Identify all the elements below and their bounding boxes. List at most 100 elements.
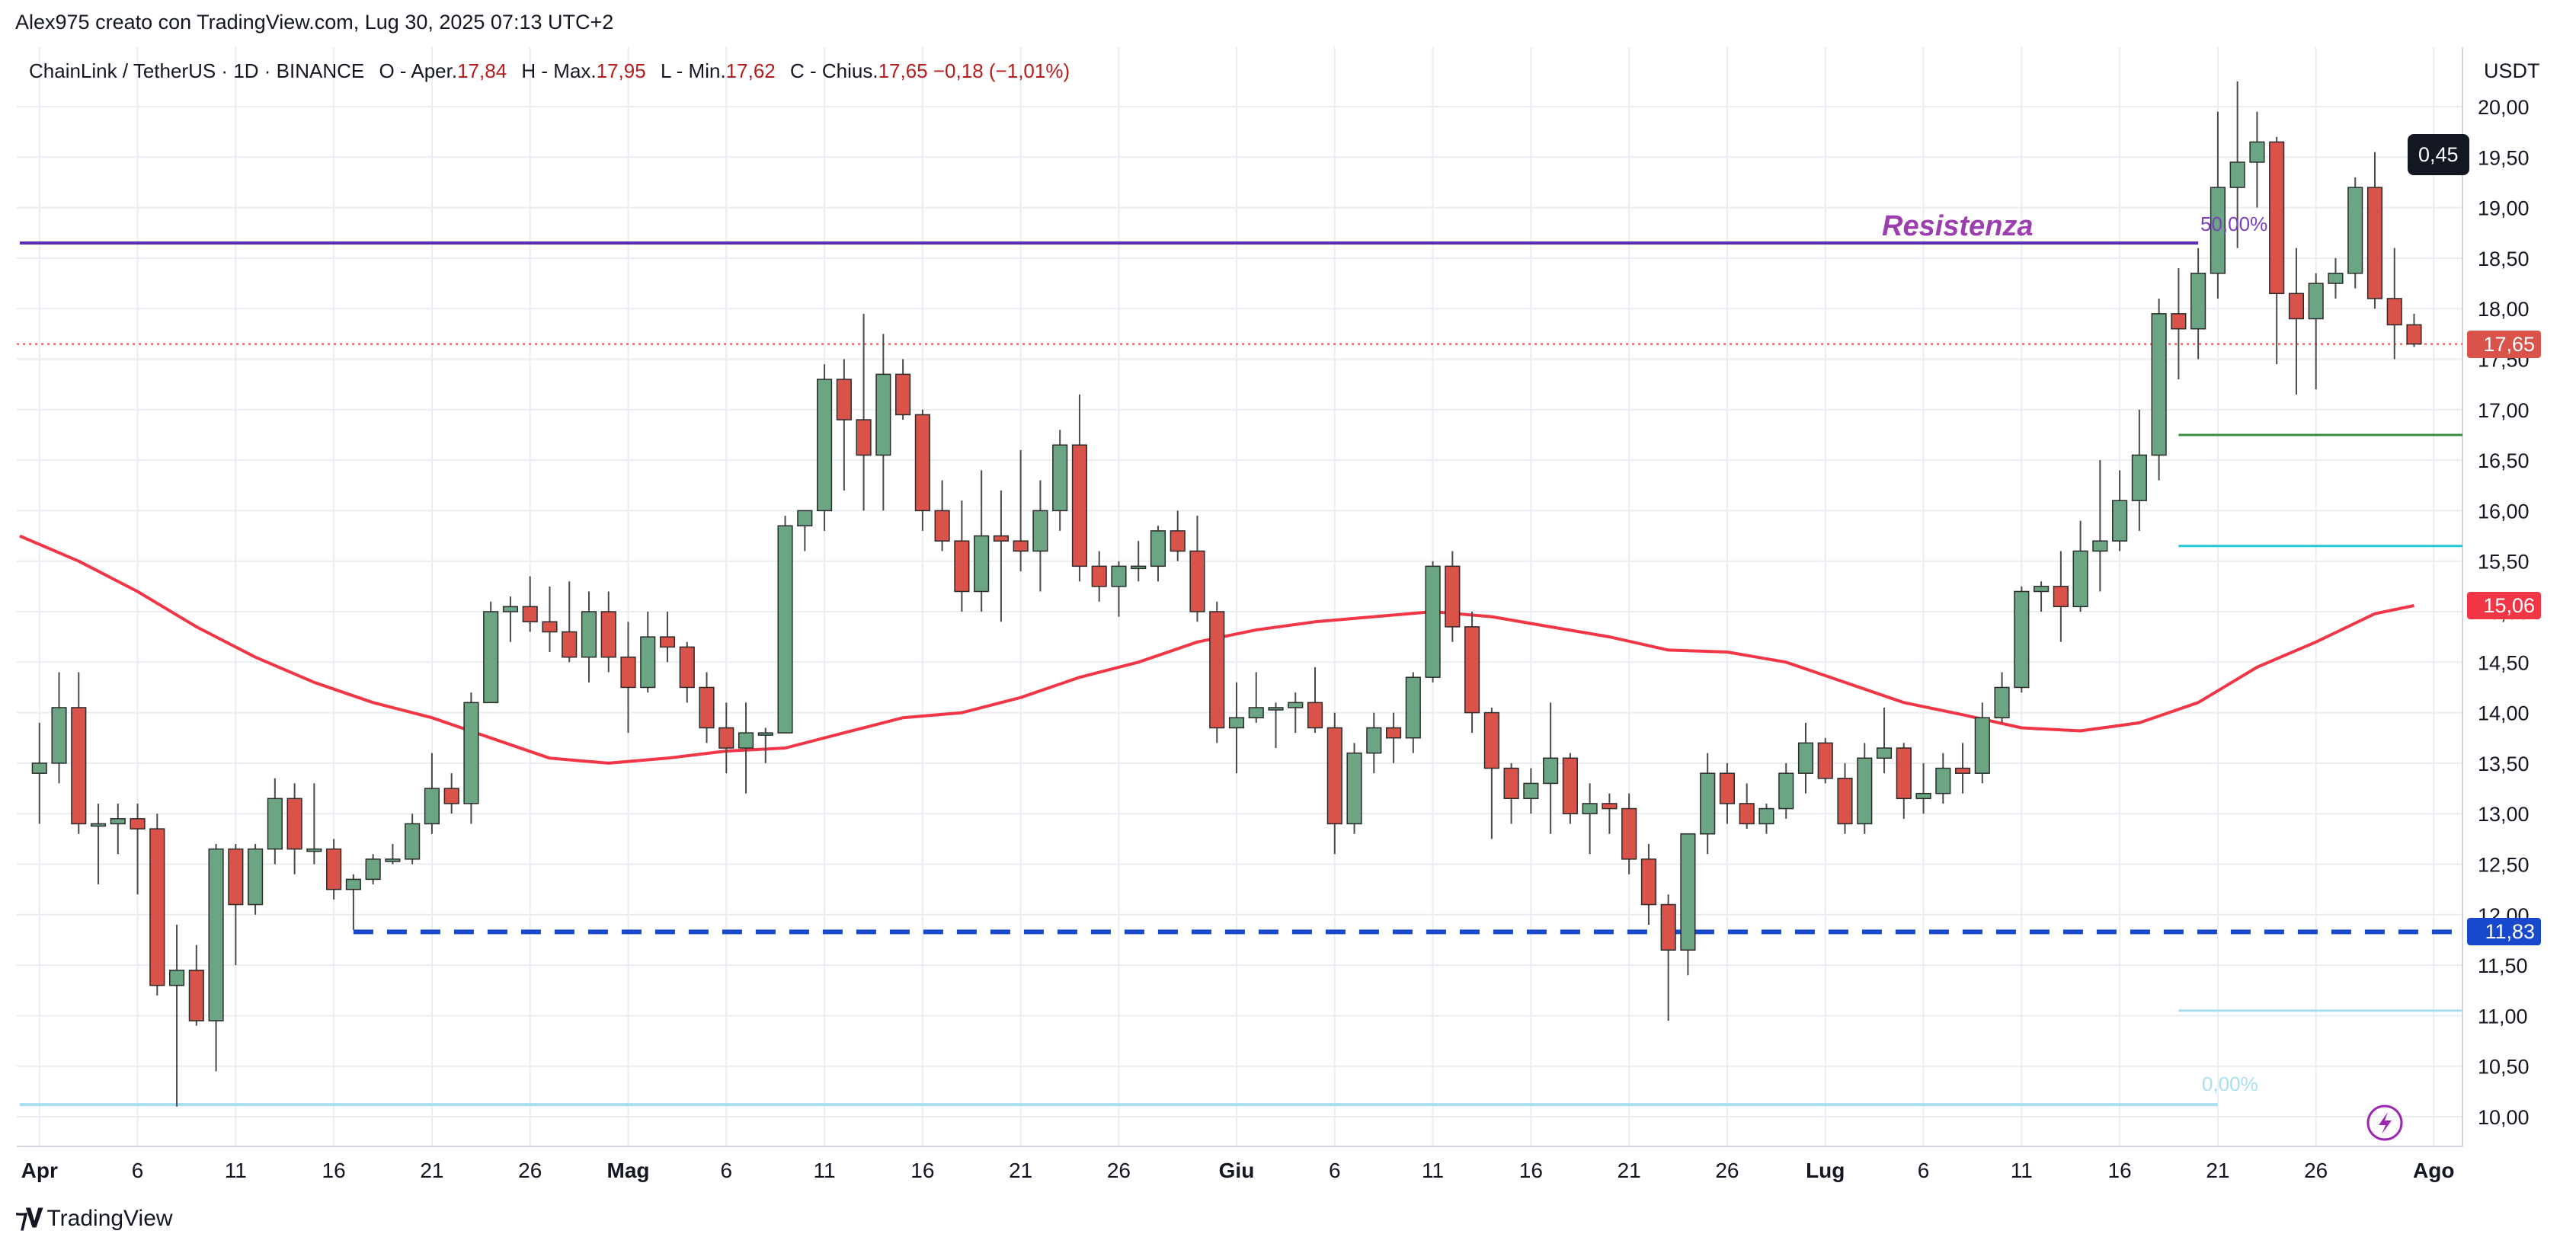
candle-body [757, 732, 773, 736]
candle [1719, 762, 1736, 824]
candle-body [385, 858, 401, 862]
candle-body [2406, 324, 2422, 345]
candle [777, 516, 793, 734]
candle-body [1778, 772, 1794, 810]
candle [31, 722, 47, 824]
candles [31, 81, 2422, 1107]
candle [90, 803, 107, 885]
candle [2308, 273, 2324, 390]
candle-body [1111, 565, 1127, 587]
candle [2053, 551, 2069, 642]
candle-body [2072, 550, 2088, 608]
candle [1954, 743, 1971, 794]
candle [1091, 551, 1107, 602]
candle [2072, 520, 2088, 612]
high-label: H - Max. [521, 59, 597, 82]
candle-body [699, 686, 715, 729]
candle-body [2112, 500, 2128, 542]
y-tick-label: 13,50 [2478, 753, 2530, 775]
last-price-badge: 17,65 [2467, 330, 2541, 358]
candle [797, 510, 813, 551]
y-tick-label: 12,50 [2478, 854, 2530, 877]
candle [1837, 762, 1853, 834]
author-line: Alex975 creato con TradingView.com, Lug … [15, 11, 614, 34]
candle [1582, 783, 1598, 855]
x-tick-label: 6 [132, 1159, 144, 1182]
candle [463, 692, 479, 824]
candle [405, 814, 421, 865]
candle-body [1071, 444, 1088, 567]
candle [895, 359, 911, 420]
candle [522, 576, 538, 632]
x-tick-label: 21 [420, 1159, 443, 1182]
candle-body [1640, 858, 1656, 906]
candle-body [483, 611, 499, 704]
candle-body [522, 606, 538, 623]
candle [562, 581, 578, 663]
x-tick-label: 26 [518, 1159, 542, 1182]
close-label: C - Chius. [789, 59, 878, 82]
candle [110, 803, 126, 855]
candle-body [1719, 772, 1736, 804]
candle [1385, 712, 1402, 763]
change-value: −0,18 (−1,01%) [933, 59, 1070, 82]
candle [1071, 394, 1088, 582]
candle-body [797, 510, 813, 527]
candle [1326, 712, 1342, 855]
candle [1896, 743, 1912, 819]
candle [1523, 768, 1539, 814]
candle [2366, 152, 2383, 309]
candle-body [1013, 540, 1029, 552]
candle-body [817, 379, 833, 512]
symbol-name: ChainLink / TetherUS · 1D · BINANCE [29, 59, 365, 82]
candle-body [306, 848, 322, 852]
candle [1640, 843, 1656, 926]
candle-body [31, 762, 47, 774]
candle-body [2190, 273, 2206, 330]
candle-body [1189, 550, 1205, 612]
measure-tooltip: 0,45 [2408, 134, 2469, 175]
candle-body [2131, 454, 2147, 501]
x-tick-label: 11 [225, 1159, 247, 1182]
candle [2406, 313, 2422, 347]
candle-body [1228, 717, 1245, 729]
price-axis-unit[interactable]: USDT [2484, 59, 2540, 82]
candle [836, 359, 852, 491]
candle-body [286, 798, 302, 850]
candle-body [1131, 565, 1147, 570]
candle-body [1523, 782, 1539, 800]
ma-value-badge: 15,06 [2467, 592, 2541, 620]
y-tick-label: 11,50 [2478, 954, 2528, 977]
candle-body [659, 636, 676, 648]
annotations: Resistenza 50,00% 0,00% [1882, 210, 2403, 1141]
x-tick-label: 21 [1009, 1159, 1032, 1182]
candle [934, 480, 950, 551]
tradingview-logo[interactable]: ⁊𝐕 TradingView [15, 1204, 173, 1234]
candle [1562, 753, 1578, 824]
low-value: 17,62 [725, 59, 776, 82]
close-value: 17,65 [878, 59, 928, 82]
candle [2151, 298, 2167, 481]
y-tick-label: 19,50 [2478, 146, 2530, 169]
candle [168, 925, 185, 1107]
candle-body [1660, 903, 1676, 951]
candle [1464, 612, 1480, 734]
candle [1974, 702, 1990, 784]
candle [208, 843, 224, 1072]
candle-body [1346, 752, 1362, 825]
open-value: 17,84 [457, 59, 507, 82]
axes [17, 47, 2463, 1147]
candle-body [836, 379, 852, 420]
candle [1248, 672, 1264, 723]
candle-body [1954, 767, 1971, 774]
candle [2171, 268, 2187, 380]
x-tick-label: 21 [1618, 1159, 1641, 1182]
candle [1052, 430, 1068, 531]
candle-body [2328, 273, 2344, 284]
candle [267, 778, 283, 865]
candle-body [934, 510, 950, 542]
candle-body [1817, 742, 1833, 779]
candle-body [188, 969, 204, 1021]
candle [974, 470, 990, 612]
